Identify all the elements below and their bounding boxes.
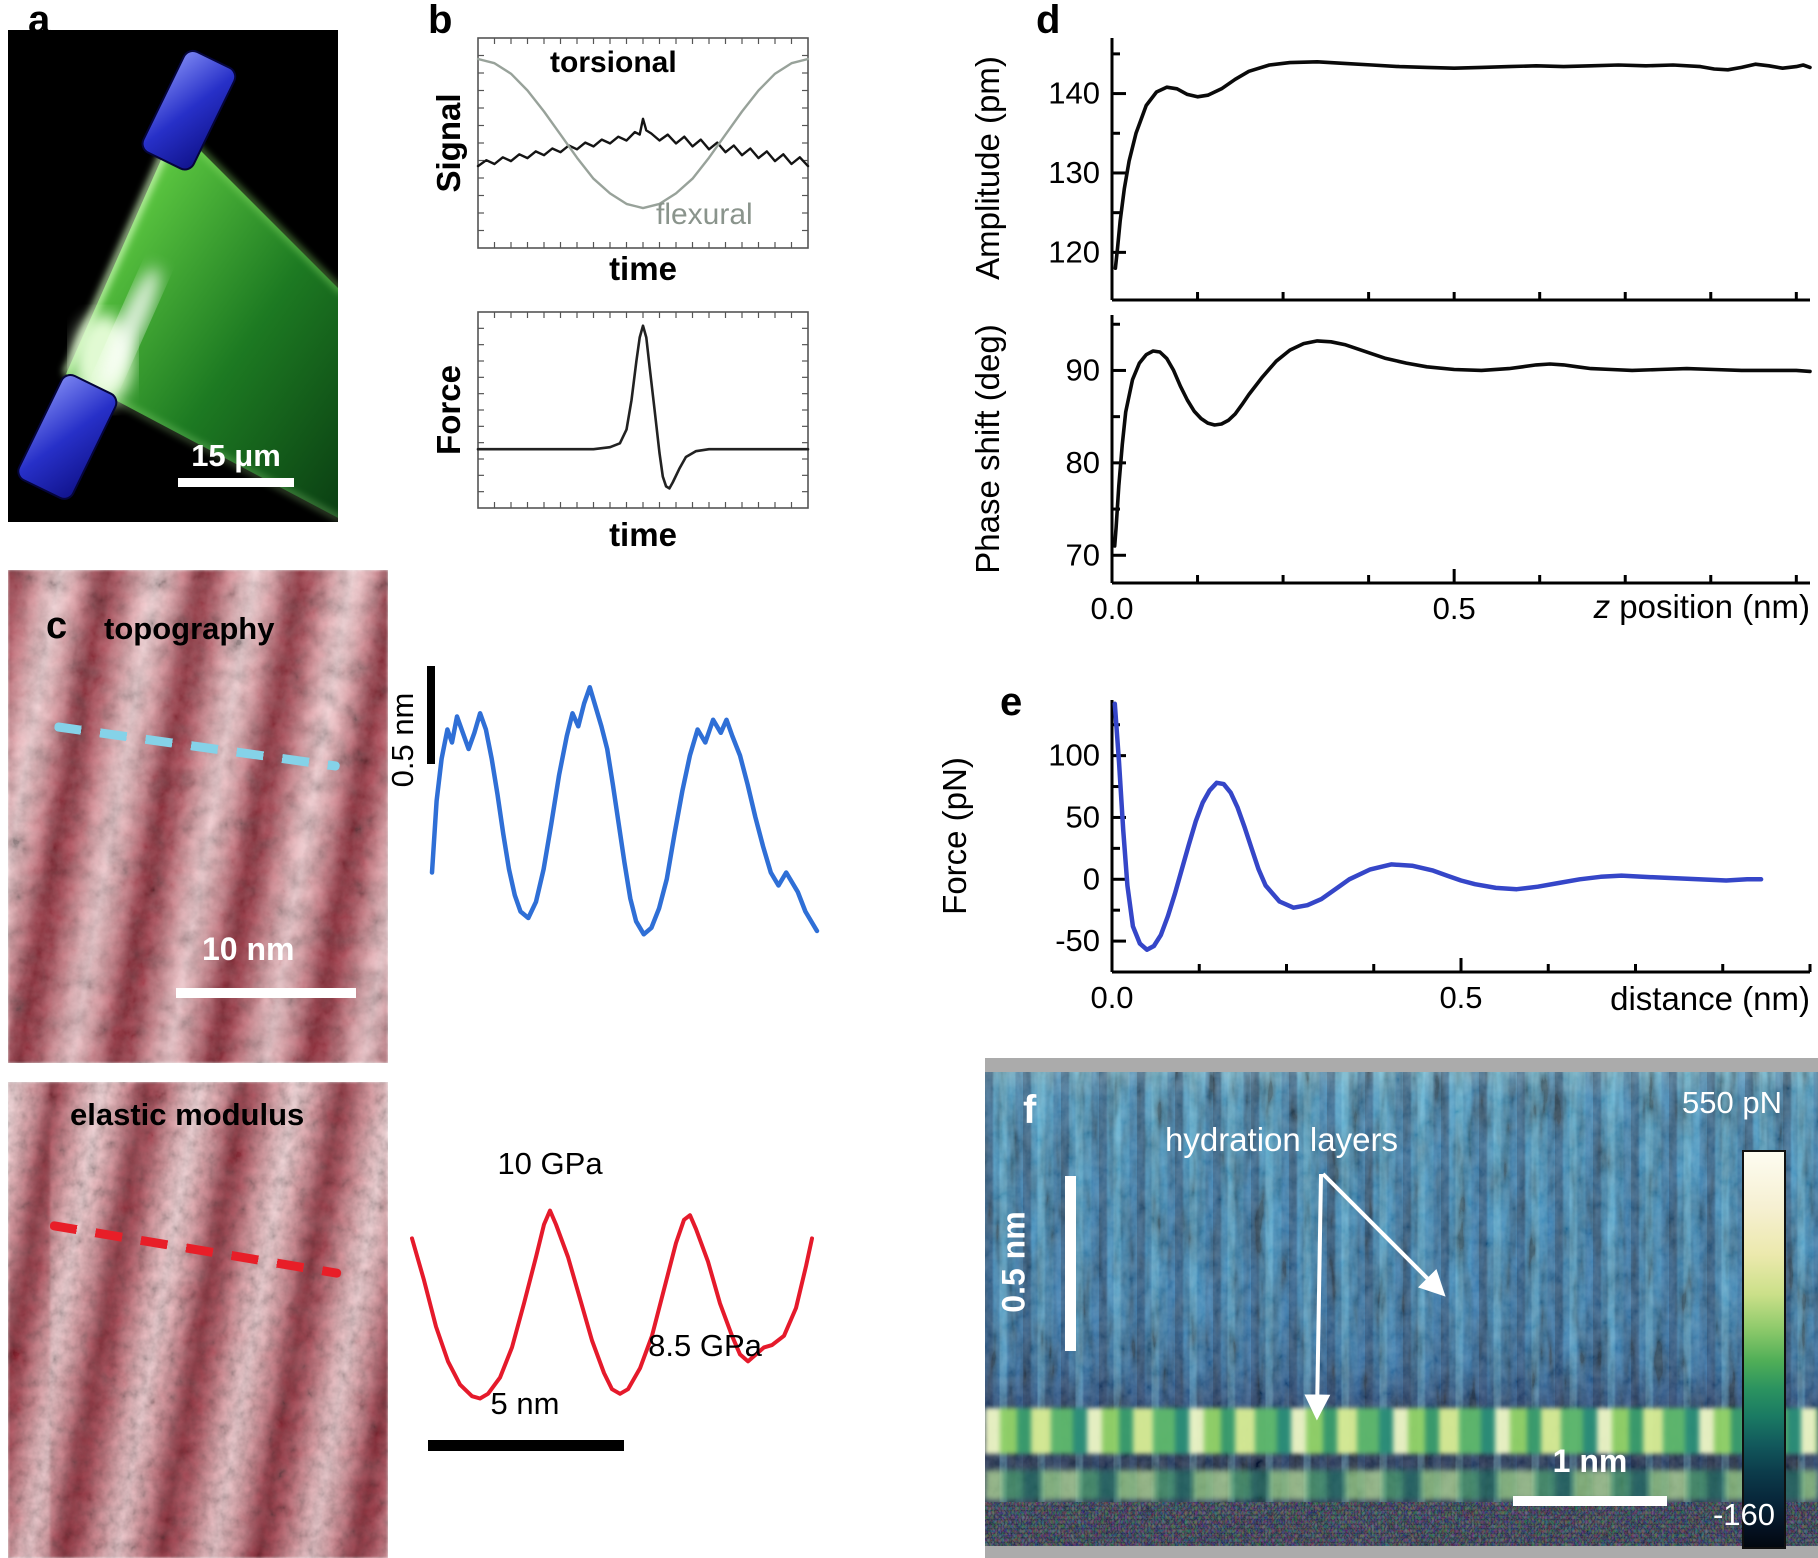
modulus-title: elastic modulus	[70, 1097, 305, 1132]
svg-text:140: 140	[1048, 76, 1100, 111]
sem-cantilever-illustration: 15 μm	[8, 30, 344, 522]
topography-scale-bar	[176, 988, 356, 998]
panel-b-label: b	[428, 0, 453, 42]
tip-holder-bottom	[17, 374, 118, 500]
modulus-texture	[8, 1082, 388, 1558]
svg-text:80: 80	[1066, 445, 1100, 480]
svg-text:0.5: 0.5	[1439, 980, 1482, 1015]
modulus-valley-label: 8.5 GPa	[648, 1328, 762, 1363]
map-vertical-scale-label: 0.5 nm	[995, 1211, 1032, 1313]
sem-image: 15 μm	[8, 30, 344, 522]
topography-scale-label: 10 nm	[202, 931, 295, 967]
modulus-peak-label: 10 GPa	[497, 1146, 603, 1181]
colorbar-min-label: -160	[1712, 1497, 1775, 1532]
height-profile-plot	[429, 685, 820, 937]
hydration-band-2	[985, 1470, 1818, 1500]
svg-text:90: 90	[1066, 352, 1100, 387]
time-axis-label-1: time	[609, 250, 677, 287]
force-vs-distance-plot: 0.0 0.5 -50 0 50 100	[1048, 700, 1812, 1015]
amplitude-axis-label: Amplitude (pm)	[969, 56, 1006, 280]
profile-scale-bar	[428, 1440, 624, 1451]
elastic-modulus-image: elastic modulus	[8, 1082, 388, 1558]
svg-text:0.5: 0.5	[1433, 591, 1476, 626]
panel-d-label: d	[1036, 0, 1061, 42]
svg-text:70: 70	[1066, 537, 1100, 572]
arrow-down-icon	[1304, 1173, 1331, 1421]
map-horizontal-scale-bar	[1513, 1496, 1667, 1506]
amplitude-vs-z-plot: 120 130 140	[1048, 38, 1812, 302]
arrow-diagonal-icon	[1321, 1172, 1446, 1297]
svg-text:50: 50	[1066, 799, 1100, 834]
map-vertical-scale-bar	[1065, 1176, 1076, 1351]
annotation-arrows	[1304, 1172, 1446, 1421]
modulus-profile-plot	[410, 1208, 814, 1401]
z-symbol: z	[1593, 588, 1611, 625]
svg-text:120: 120	[1048, 234, 1100, 269]
map-border-bottom	[985, 1546, 1818, 1558]
svg-text:100: 100	[1048, 738, 1100, 773]
map-horizontal-scale-label: 1 nm	[1552, 1443, 1628, 1479]
force-map-panel: f hydration layers 1 nm 550 pN -160	[985, 1058, 1818, 1558]
svg-text:0.0: 0.0	[1090, 980, 1133, 1015]
height-scale-bar	[427, 666, 435, 764]
topography-image: c topography 10 nm	[8, 570, 388, 1063]
profile-scale-label: 5 nm	[490, 1386, 560, 1421]
phase-vs-z-plot: 0.0 0.5 70 80 90	[1066, 315, 1812, 626]
svg-text:-50: -50	[1055, 923, 1100, 958]
sem-scale-bar	[178, 478, 294, 487]
time-axis-label-2: time	[609, 516, 677, 553]
topography-title: topography	[104, 611, 275, 646]
panel-c-label: c	[46, 605, 68, 647]
svg-text:0: 0	[1083, 861, 1100, 896]
svg-text:0.0: 0.0	[1090, 591, 1133, 626]
z-position-text: position (nm)	[1610, 588, 1810, 625]
force-pn-axis-label: Force (pN)	[936, 757, 973, 915]
phase-axis-label: Phase shift (deg)	[969, 324, 1006, 574]
force-axis-label: Force	[430, 365, 467, 455]
sem-scale-label: 15 μm	[191, 438, 281, 473]
panel-e-label: e	[1000, 680, 1023, 724]
signal-vs-time-plot	[476, 37, 810, 249]
colorbar	[1742, 1150, 1786, 1549]
map-border-top	[985, 1058, 1818, 1072]
distance-axis-label: distance (nm)	[1610, 980, 1810, 1017]
signal-axis-label: Signal	[430, 93, 467, 193]
height-scale-label: 0.5 nm	[385, 692, 420, 788]
flexural-label: flexural	[656, 198, 753, 231]
torsional-label: torsional	[550, 46, 677, 79]
force-vs-time-plot	[476, 311, 810, 509]
z-position-axis-label: z position (nm)	[1440, 588, 1810, 626]
colorbar-max-label: 550 pN	[1682, 1085, 1782, 1120]
tip-holder-top	[141, 49, 237, 171]
hydration-band-1	[985, 1408, 1818, 1454]
svg-text:130: 130	[1048, 155, 1100, 190]
